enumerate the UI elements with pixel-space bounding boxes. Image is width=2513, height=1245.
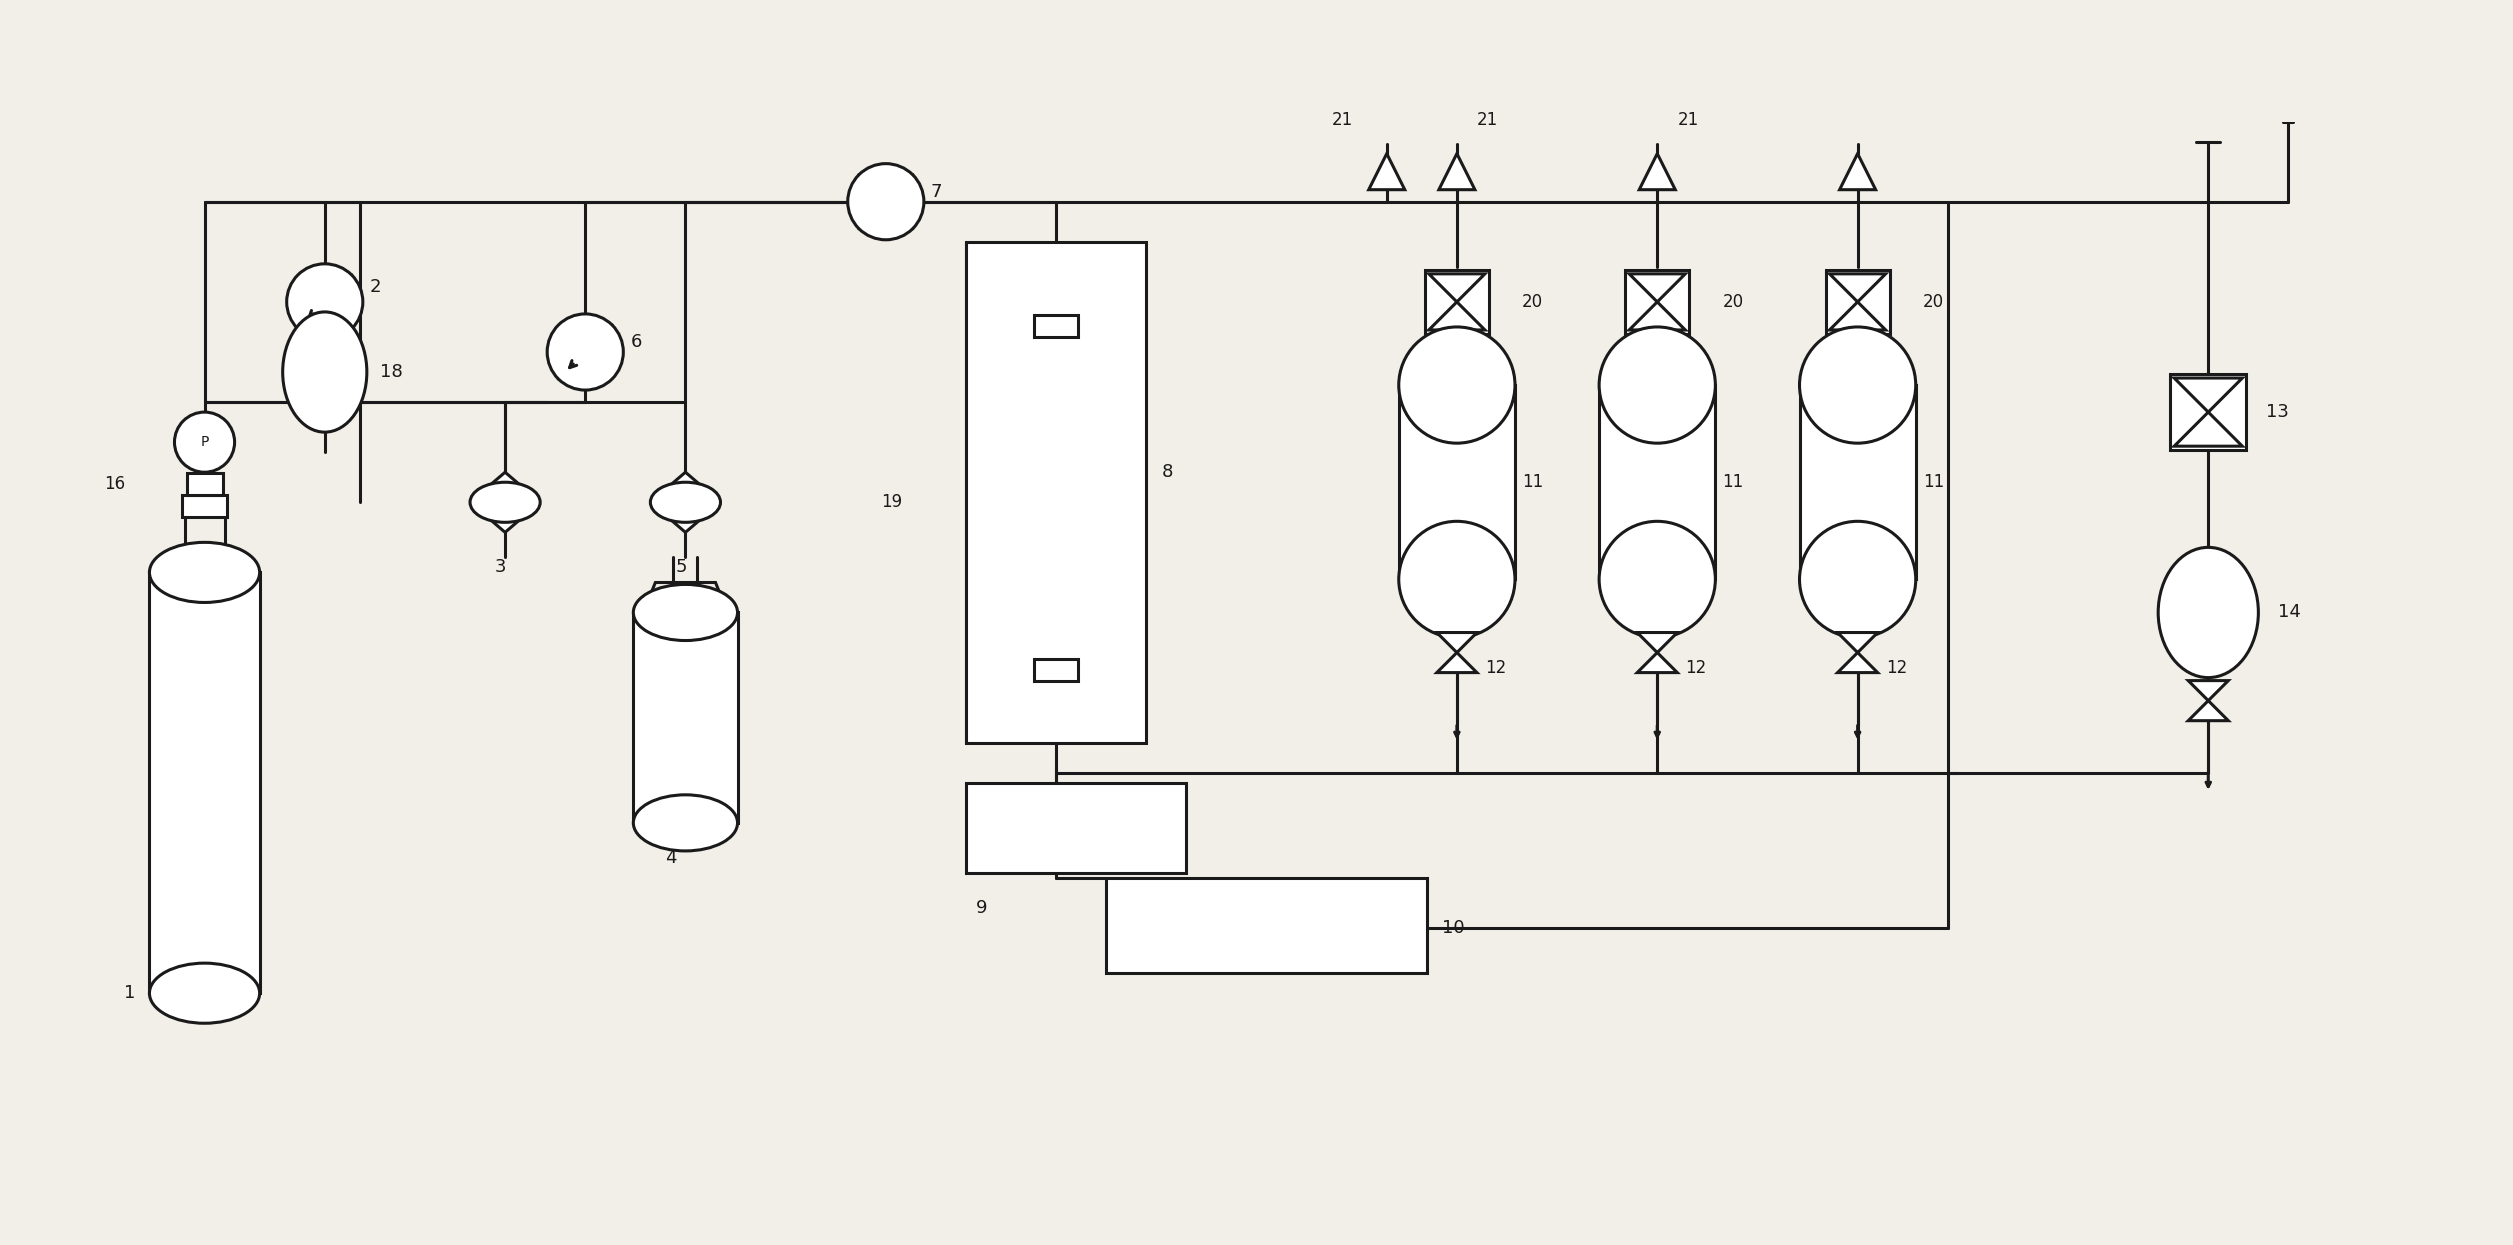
Text: 9: 9 <box>975 899 988 918</box>
Polygon shape <box>1430 301 1485 330</box>
Text: 12: 12 <box>1686 659 1706 676</box>
Polygon shape <box>1829 301 1885 330</box>
Bar <box>1598 385 1716 579</box>
Polygon shape <box>1437 652 1478 672</box>
Text: 12: 12 <box>1885 659 1907 676</box>
Polygon shape <box>2174 378 2242 412</box>
Bar <box>148 573 259 994</box>
Text: 1: 1 <box>123 985 136 1002</box>
Polygon shape <box>1628 301 1686 330</box>
Ellipse shape <box>1598 327 1716 443</box>
Polygon shape <box>658 508 714 533</box>
Text: 21: 21 <box>1676 111 1699 128</box>
Text: 4: 4 <box>666 849 676 867</box>
Polygon shape <box>2174 412 2242 446</box>
Bar <box>1425 270 1488 334</box>
Polygon shape <box>658 472 714 497</box>
Polygon shape <box>1370 153 1405 189</box>
Text: 6: 6 <box>631 332 641 351</box>
Ellipse shape <box>148 543 259 603</box>
Text: 11: 11 <box>1523 473 1543 492</box>
Text: 16: 16 <box>106 476 126 493</box>
Ellipse shape <box>148 964 259 1023</box>
Text: 12: 12 <box>1485 659 1505 676</box>
Text: 18: 18 <box>379 364 402 381</box>
Bar <box>1033 315 1078 337</box>
Polygon shape <box>2189 681 2229 701</box>
Text: 11: 11 <box>1922 473 1945 492</box>
Ellipse shape <box>470 482 540 523</box>
Ellipse shape <box>651 482 721 523</box>
Ellipse shape <box>1799 327 1915 443</box>
Circle shape <box>548 314 623 390</box>
Text: 19: 19 <box>880 493 902 512</box>
Text: 2: 2 <box>369 278 382 296</box>
Ellipse shape <box>1799 522 1915 637</box>
Bar <box>965 242 1146 743</box>
Ellipse shape <box>633 584 736 640</box>
Text: 10: 10 <box>1442 919 1465 937</box>
Bar <box>1824 270 1890 334</box>
Polygon shape <box>477 472 533 497</box>
Text: 11: 11 <box>1721 473 1744 492</box>
Bar <box>2171 374 2247 451</box>
Text: 20: 20 <box>1523 293 1543 311</box>
Circle shape <box>847 163 925 240</box>
Ellipse shape <box>2159 548 2259 677</box>
Text: 20: 20 <box>1922 293 1945 311</box>
Bar <box>186 473 224 496</box>
Ellipse shape <box>633 794 736 850</box>
Polygon shape <box>1440 153 1475 189</box>
Text: P: P <box>201 436 209 449</box>
Ellipse shape <box>1400 327 1515 443</box>
Circle shape <box>173 412 234 472</box>
Text: 14: 14 <box>2279 604 2302 621</box>
Polygon shape <box>2189 701 2229 721</box>
Polygon shape <box>1837 632 1877 652</box>
Circle shape <box>286 264 362 340</box>
Polygon shape <box>1837 652 1877 672</box>
Polygon shape <box>1638 153 1676 189</box>
Text: 21: 21 <box>1332 111 1352 128</box>
Text: 13: 13 <box>2267 403 2289 421</box>
Bar <box>965 783 1186 873</box>
Text: 8: 8 <box>1161 463 1174 482</box>
Text: 3: 3 <box>495 559 508 576</box>
Ellipse shape <box>1598 522 1716 637</box>
Polygon shape <box>477 508 533 533</box>
Bar <box>1033 659 1078 681</box>
Bar <box>1400 385 1515 579</box>
Polygon shape <box>1829 274 1885 301</box>
Bar <box>633 613 736 823</box>
Text: 7: 7 <box>930 183 942 200</box>
Polygon shape <box>1636 632 1676 652</box>
Text: 21: 21 <box>1478 111 1498 128</box>
Ellipse shape <box>281 312 367 432</box>
Text: 20: 20 <box>1721 293 1744 311</box>
Polygon shape <box>1636 652 1676 672</box>
Polygon shape <box>1840 153 1875 189</box>
Bar <box>183 496 226 518</box>
Polygon shape <box>1437 632 1478 652</box>
Ellipse shape <box>1400 522 1515 637</box>
Polygon shape <box>1430 274 1485 301</box>
Bar <box>1106 878 1427 974</box>
Bar <box>1799 385 1915 579</box>
Bar <box>1626 270 1689 334</box>
Text: 5: 5 <box>676 559 686 576</box>
Polygon shape <box>1628 274 1686 301</box>
